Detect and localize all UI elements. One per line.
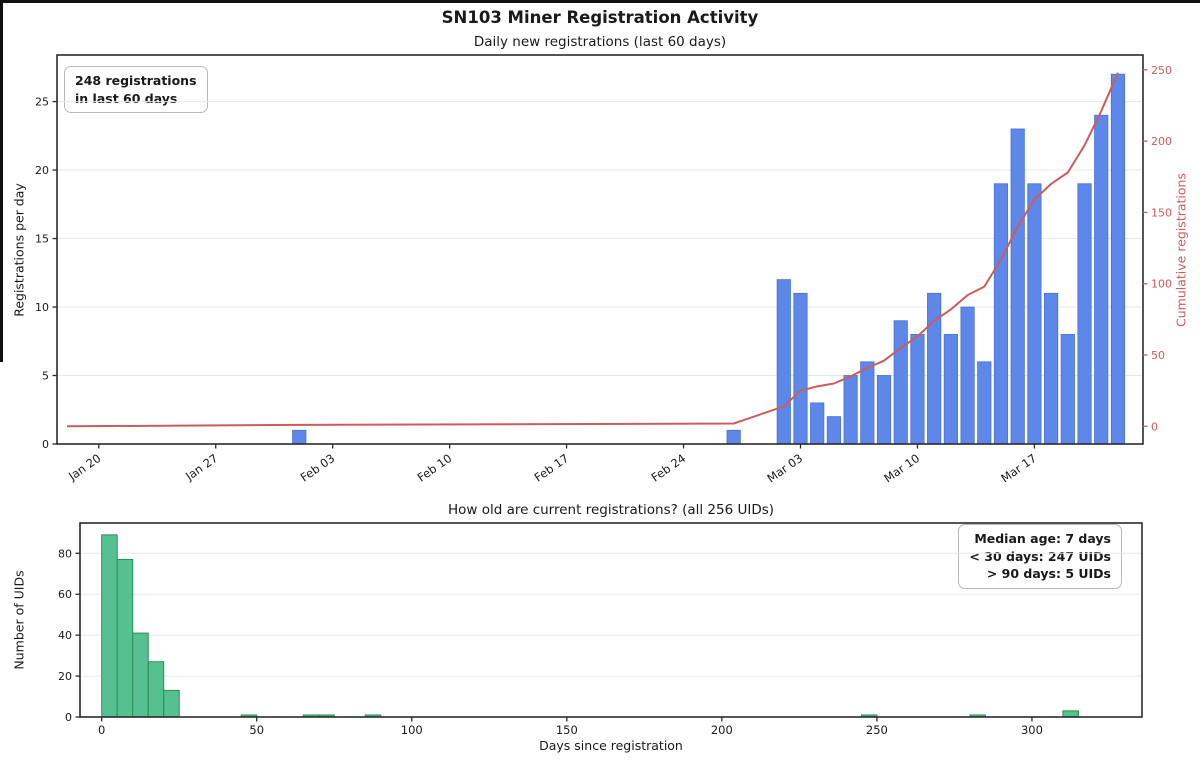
svg-text:80: 80 <box>58 547 72 560</box>
screenshot-border-left <box>0 0 3 362</box>
svg-text:25: 25 <box>35 96 49 109</box>
screenshot-border-top <box>0 0 1200 3</box>
svg-text:5: 5 <box>42 370 49 383</box>
svg-text:20: 20 <box>58 670 72 683</box>
svg-text:Feb 24: Feb 24 <box>649 451 689 485</box>
svg-text:0: 0 <box>42 438 49 451</box>
svg-text:0: 0 <box>65 711 72 724</box>
svg-text:Feb 03: Feb 03 <box>298 451 338 485</box>
svg-text:Feb 17: Feb 17 <box>532 451 572 485</box>
figure-title: SN103 Miner Registration Activity <box>441 8 759 27</box>
svg-text:Mar 10: Mar 10 <box>881 451 922 485</box>
svg-text:Jan 20: Jan 20 <box>65 451 103 484</box>
registrations-annotation-box: 248 registrations in last 60 days <box>64 66 208 113</box>
annotation-line: Median age: 7 days <box>974 531 1111 546</box>
svg-text:200: 200 <box>711 723 733 737</box>
svg-text:Mar 03: Mar 03 <box>764 451 805 485</box>
svg-text:50: 50 <box>249 723 264 737</box>
svg-text:Feb 10: Feb 10 <box>415 451 455 485</box>
svg-text:40: 40 <box>58 629 72 642</box>
svg-text:250: 250 <box>1151 64 1172 77</box>
top-chart-title: Daily new registrations (last 60 days) <box>473 34 727 50</box>
bottom-chart-title: How old are current registrations? (all … <box>447 502 775 518</box>
svg-text:Jan 27: Jan 27 <box>182 451 220 484</box>
svg-text:100: 100 <box>1151 278 1172 291</box>
bottom-x-axis-label: Days since registration <box>539 738 683 753</box>
svg-text:150: 150 <box>1151 206 1172 219</box>
svg-text:150: 150 <box>556 723 578 737</box>
svg-text:20: 20 <box>35 164 49 177</box>
svg-text:10: 10 <box>35 301 49 314</box>
svg-text:50: 50 <box>1151 349 1165 362</box>
age-stats-annotation-box: Median age: 7 days < 30 days: 247 UIDs >… <box>958 524 1122 589</box>
svg-text:100: 100 <box>401 723 423 737</box>
svg-text:300: 300 <box>1021 723 1043 737</box>
svg-text:15: 15 <box>35 233 49 246</box>
annotation-line: > 90 days: 5 UIDs <box>986 566 1111 581</box>
annotation-line: 248 registrations <box>75 73 197 88</box>
svg-text:Mar 17: Mar 17 <box>998 451 1039 485</box>
svg-text:60: 60 <box>58 588 72 601</box>
svg-text:200: 200 <box>1151 135 1172 148</box>
svg-text:0: 0 <box>98 723 105 737</box>
svg-text:250: 250 <box>866 723 888 737</box>
svg-text:0: 0 <box>1151 420 1158 433</box>
annotation-line: < 30 days: 247 UIDs <box>969 548 1111 564</box>
